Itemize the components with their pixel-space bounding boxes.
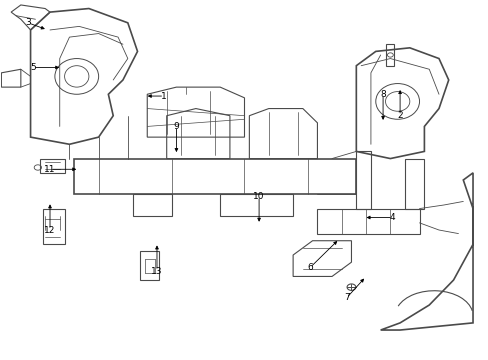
Text: 12: 12 (44, 225, 56, 234)
Text: 5: 5 (30, 63, 36, 72)
Text: 10: 10 (253, 192, 264, 201)
Text: 3: 3 (25, 18, 31, 27)
Text: 11: 11 (44, 165, 56, 174)
Text: 7: 7 (343, 293, 349, 302)
Text: 1: 1 (161, 91, 167, 100)
Text: 13: 13 (151, 267, 163, 276)
Text: 2: 2 (396, 111, 402, 120)
Text: 6: 6 (306, 263, 312, 272)
Text: 8: 8 (380, 90, 385, 99)
Text: 9: 9 (173, 122, 179, 131)
Text: 4: 4 (389, 213, 395, 222)
